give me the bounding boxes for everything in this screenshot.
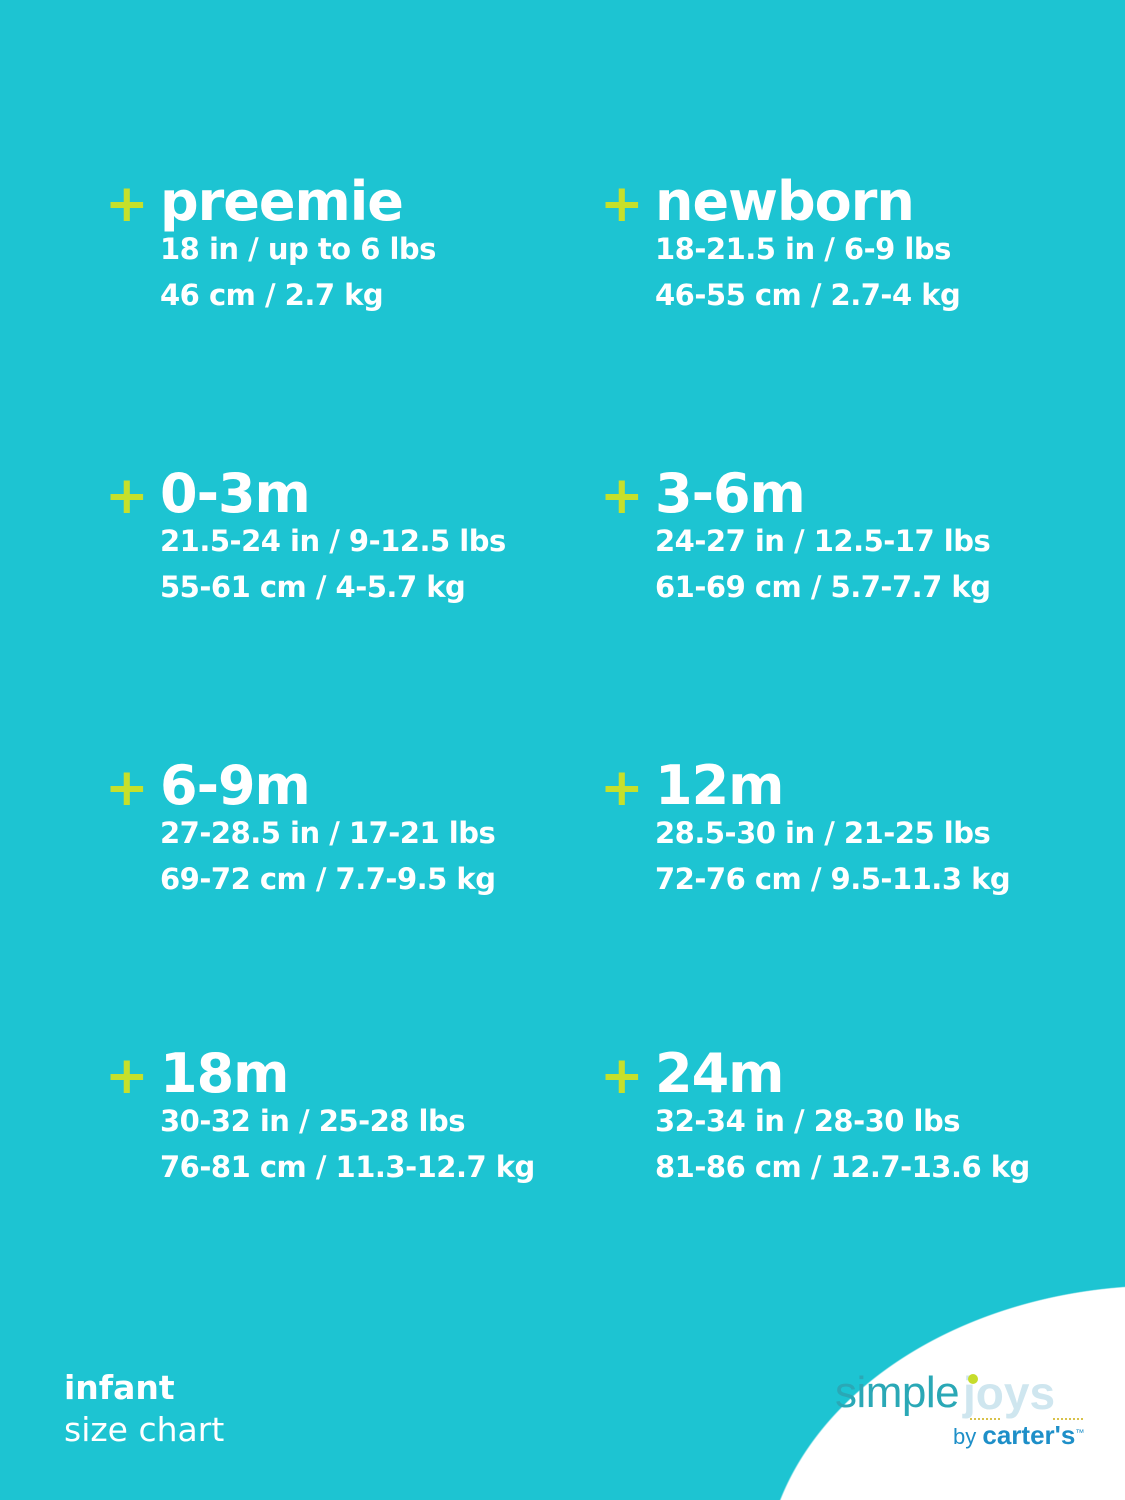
plus-icon: + [105,174,149,234]
logo-byline: by carter's™ [953,1420,1084,1451]
plus-icon: + [600,466,644,526]
plus-icon: + [600,1046,644,1106]
plus-icon: + [600,758,644,818]
logo-dot-icon [968,1374,978,1384]
size-metric: 72-76 cm / 9.5-11.3 kg [655,862,1011,896]
size-imperial: 18 in / up to 6 lbs [160,232,436,266]
size-name: 24m [655,1042,784,1105]
size-metric: 69-72 cm / 7.7-9.5 kg [160,862,496,896]
logo-badge [763,1285,1125,1500]
size-name: 3-6m [655,462,806,525]
size-metric: 46-55 cm / 2.7-4 kg [655,278,961,312]
logo-brand: carter's [982,1420,1076,1450]
title-line-2: size chart [64,1410,225,1449]
logo-word-simple: simple [835,1368,960,1417]
logo-dots-decoration [970,1418,1000,1420]
size-imperial: 28.5-30 in / 21-25 lbs [655,816,991,850]
size-name: preemie [160,170,404,233]
size-imperial: 27-28.5 in / 17-21 lbs [160,816,496,850]
size-imperial: 24-27 in / 12.5-17 lbs [655,524,991,558]
size-name: 0-3m [160,462,311,525]
plus-icon: + [105,1046,149,1106]
size-imperial: 30-32 in / 25-28 lbs [160,1104,466,1138]
chart-title: infant size chart [64,1368,224,1452]
size-metric: 61-69 cm / 5.7-7.7 kg [655,570,991,604]
size-name: 12m [655,754,784,817]
size-imperial: 18-21.5 in / 6-9 lbs [655,232,951,266]
logo-by: by [953,1424,977,1449]
title-line-1: infant [64,1368,175,1407]
plus-icon: + [105,758,149,818]
size-metric: 81-86 cm / 12.7-13.6 kg [655,1150,1030,1184]
size-metric: 46 cm / 2.7 kg [160,278,384,312]
size-imperial: 21.5-24 in / 9-12.5 lbs [160,524,506,558]
size-metric: 55-61 cm / 4-5.7 kg [160,570,466,604]
size-imperial: 32-34 in / 28-30 lbs [655,1104,961,1138]
logo-trademark: ™ [1075,1427,1085,1438]
size-name: newborn [655,170,915,233]
plus-icon: + [600,174,644,234]
size-metric: 76-81 cm / 11.3-12.7 kg [160,1150,535,1184]
size-name: 18m [160,1042,289,1105]
size-name: 6-9m [160,754,311,817]
logo-dots-decoration [1053,1418,1083,1420]
brand-logo: simple joys by carter's™ [835,1367,1095,1468]
logo-word-joys: joys [963,1367,1056,1419]
plus-icon: + [105,466,149,526]
